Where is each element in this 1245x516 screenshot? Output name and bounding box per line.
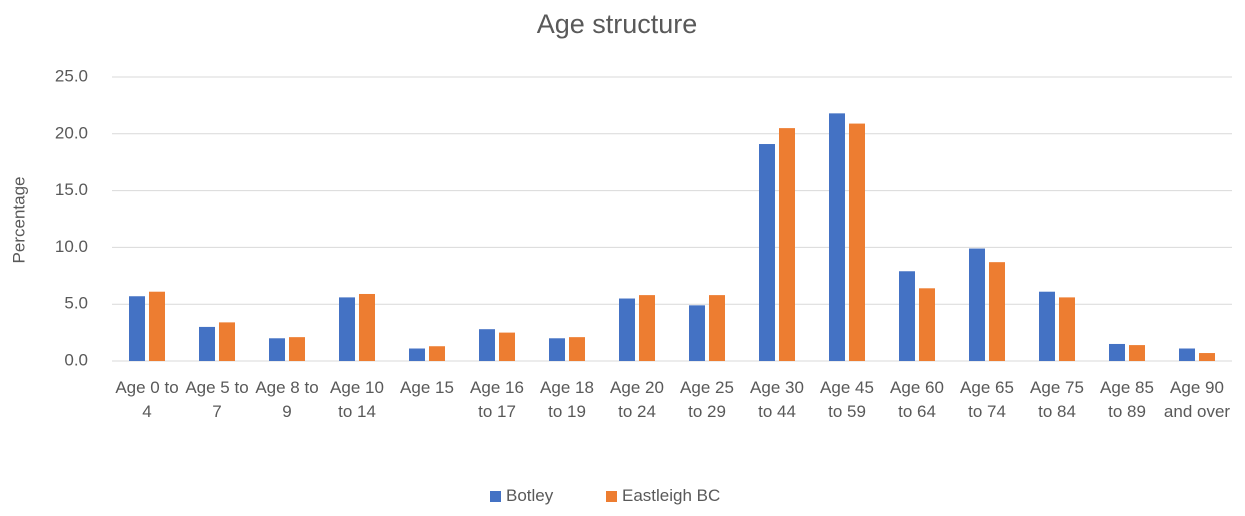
bar xyxy=(129,296,145,361)
bar xyxy=(1039,291,1055,361)
x-tick-label: Age 25 to 29 xyxy=(680,378,734,421)
x-tick-label: Age 85 to 89 xyxy=(1100,378,1154,421)
legend-item: Botley xyxy=(490,486,553,506)
legend-swatch xyxy=(490,490,501,502)
y-tick-label: 25.0 xyxy=(55,66,88,85)
x-tick-label: Age 20 to 24 xyxy=(610,378,664,421)
chart-title: Age structure xyxy=(537,9,698,39)
x-tick-label: Age 10 to 14 xyxy=(330,378,384,421)
y-tick-label: 15.0 xyxy=(55,180,88,199)
x-tick-label: Age 60 to 64 xyxy=(890,378,944,421)
bar xyxy=(639,295,655,361)
bar xyxy=(969,248,985,361)
y-tick-label: 10.0 xyxy=(55,237,88,256)
y-tick-label: 0.0 xyxy=(64,350,88,369)
bar xyxy=(409,348,425,361)
bar xyxy=(289,337,305,361)
bar xyxy=(989,262,1005,361)
bar xyxy=(689,305,705,361)
x-tick-label: Age 18 to 19 xyxy=(540,378,594,421)
bar xyxy=(779,128,795,361)
legend-label: Eastleigh BC xyxy=(622,486,721,505)
bar xyxy=(919,288,935,361)
x-tick-label: Age 45 to 59 xyxy=(820,378,874,421)
legend-swatch xyxy=(606,490,617,502)
bar xyxy=(899,271,915,361)
bar xyxy=(1059,297,1075,361)
bar xyxy=(1199,353,1215,361)
bar xyxy=(479,329,495,361)
bar xyxy=(339,297,355,361)
bar xyxy=(199,326,215,361)
bar xyxy=(829,113,845,362)
y-tick-label: 5.0 xyxy=(64,294,88,313)
x-tick-label: Age 75 to 84 xyxy=(1030,378,1084,421)
x-tick-label: Age 5 to 7 xyxy=(185,378,249,421)
x-tick-label: Age 8 to 9 xyxy=(255,378,319,421)
bar xyxy=(849,123,865,362)
x-tick-label: Age 30 to 44 xyxy=(750,378,804,421)
bar xyxy=(429,346,445,361)
legend-label: Botley xyxy=(506,486,554,505)
bar xyxy=(619,298,635,361)
bar xyxy=(759,144,775,361)
x-tick-label: Age 0 to 4 xyxy=(115,378,179,421)
y-axis-title: Percentage xyxy=(9,177,28,264)
bar xyxy=(499,332,515,361)
x-tick-label: Age 15 xyxy=(400,378,454,397)
bar xyxy=(549,338,565,361)
bar xyxy=(569,337,585,361)
bar xyxy=(219,322,235,361)
bar xyxy=(1129,345,1145,361)
x-tick-label: Age 16 to 17 xyxy=(470,378,524,421)
legend-item: Eastleigh BC xyxy=(606,486,720,506)
y-tick-label: 20.0 xyxy=(55,123,88,142)
x-tick-label: Age 65 to 74 xyxy=(960,378,1014,421)
bar xyxy=(709,295,725,361)
x-tick-label: Age 90 and over xyxy=(1163,378,1231,421)
bar xyxy=(1109,343,1125,361)
bar xyxy=(269,338,285,361)
bar xyxy=(149,291,165,361)
bar xyxy=(359,293,375,361)
bar xyxy=(1179,348,1195,361)
